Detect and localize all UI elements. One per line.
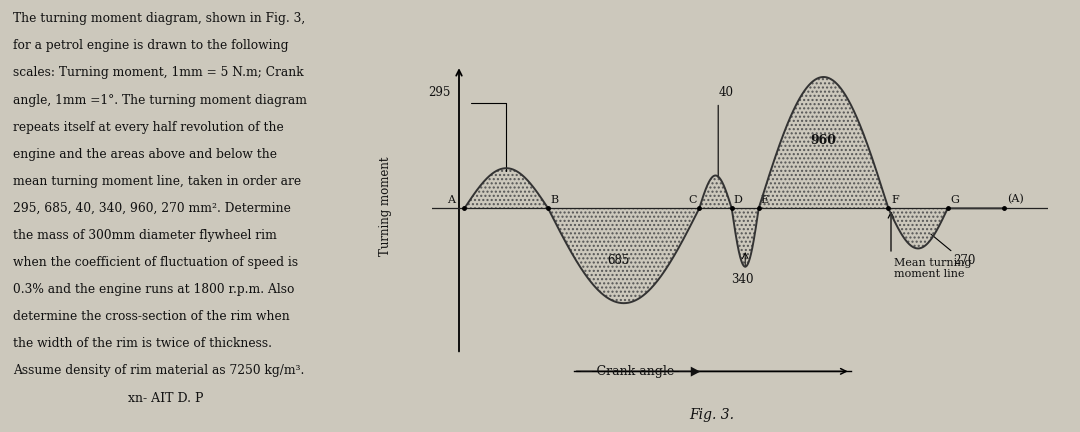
Text: the mass of 300mm diameter flywheel rim: the mass of 300mm diameter flywheel rim (13, 229, 276, 242)
Text: xn- AIT D. P: xn- AIT D. P (129, 392, 203, 405)
Text: Turning moment: Turning moment (379, 157, 392, 256)
Text: F: F (891, 195, 899, 205)
Text: 340: 340 (731, 273, 754, 286)
Text: 270: 270 (953, 254, 975, 267)
Text: mean turning moment line, taken in order are: mean turning moment line, taken in order… (13, 175, 301, 188)
Text: Fig. 3.: Fig. 3. (690, 408, 734, 422)
Text: determine the cross-section of the rim when: determine the cross-section of the rim w… (13, 310, 289, 323)
Text: The turning moment diagram, shown in Fig. 3,: The turning moment diagram, shown in Fig… (13, 13, 305, 25)
Text: for a petrol engine is drawn to the following: for a petrol engine is drawn to the foll… (13, 39, 288, 52)
Text: angle, 1mm =1°. The turning moment diagram: angle, 1mm =1°. The turning moment diagr… (13, 94, 307, 107)
Text: C: C (688, 195, 697, 205)
Text: 0.3% and the engine runs at 1800 r.p.m. Also: 0.3% and the engine runs at 1800 r.p.m. … (13, 283, 294, 296)
Text: the width of the rim is twice of thickness.: the width of the rim is twice of thickne… (13, 337, 272, 350)
Text: 295, 685, 40, 340, 960, 270 mm². Determine: 295, 685, 40, 340, 960, 270 mm². Determi… (13, 202, 291, 215)
Text: G: G (950, 195, 959, 205)
Text: B: B (551, 195, 559, 205)
Text: (A): (A) (1007, 194, 1024, 205)
Text: when the coefficient of fluctuation of speed is: when the coefficient of fluctuation of s… (13, 256, 298, 269)
Text: 295: 295 (428, 86, 450, 99)
Text: scales: Turning moment, 1mm = 5 N.m; Crank: scales: Turning moment, 1mm = 5 N.m; Cra… (13, 67, 303, 79)
Text: 40: 40 (718, 86, 733, 99)
Text: Mean turning
moment line: Mean turning moment line (894, 257, 971, 279)
Text: Assume density of rim material as 7250 kg/m³.: Assume density of rim material as 7250 k… (13, 365, 305, 378)
Text: E: E (760, 195, 769, 205)
Text: 960: 960 (810, 133, 837, 146)
Text: D: D (733, 195, 742, 205)
Text: repeats itself at every half revolution of the: repeats itself at every half revolution … (13, 121, 284, 133)
Text: A: A (447, 195, 455, 205)
Text: — Crank angle —▶: — Crank angle —▶ (580, 365, 700, 378)
Text: engine and the areas above and below the: engine and the areas above and below the (13, 148, 276, 161)
Text: 685: 685 (607, 254, 630, 267)
